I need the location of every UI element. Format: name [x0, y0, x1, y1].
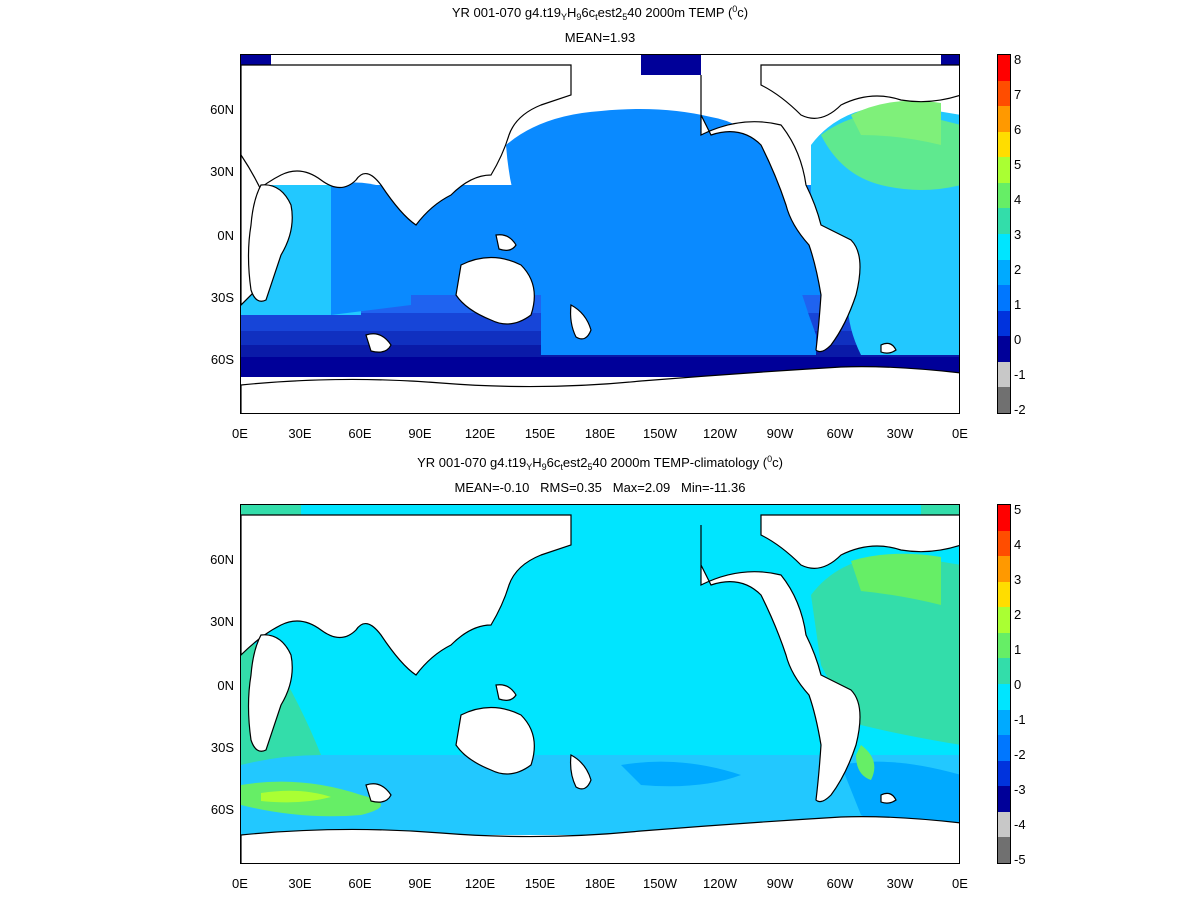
- y-tick: 0N: [217, 678, 234, 693]
- colorbar-segment: [998, 530, 1010, 557]
- colorbar-segment: [998, 684, 1010, 710]
- top-map-graphic: [241, 55, 959, 413]
- colorbar-segment: [998, 837, 1010, 864]
- x-tick: 150E: [524, 876, 556, 891]
- bottom-map-graphic: [241, 505, 959, 863]
- x-tick: 90W: [766, 876, 794, 891]
- colorbar-segment: [998, 709, 1010, 736]
- y-tick: 30N: [210, 164, 234, 179]
- colorbar-tick-label: 3: [1014, 572, 1022, 587]
- colorbar-segment: [998, 157, 1010, 184]
- x-tick: 30E: [288, 876, 312, 891]
- x-tick: 150W: [643, 876, 677, 891]
- x-tick: 0E: [952, 426, 968, 441]
- x-tick: 120E: [464, 426, 496, 441]
- colorbar-segment: [998, 811, 1010, 838]
- y-tick: 0N: [217, 228, 234, 243]
- colorbar-segment: [998, 632, 1010, 659]
- colorbar-segment: [998, 581, 1010, 608]
- top-colorbar: [997, 54, 1011, 414]
- colorbar-tick-label: 4: [1014, 537, 1022, 552]
- y-tick: 30S: [210, 290, 234, 305]
- x-tick: 60E: [348, 876, 372, 891]
- colorbar-tick-label: 3: [1014, 227, 1022, 242]
- colorbar-segment: [998, 310, 1010, 337]
- bottom-panel-title: YR 001-070 g4.t19YH96ctest2540 2000m TEM…: [417, 454, 783, 472]
- colorbar-tick-label: 0: [1014, 332, 1022, 347]
- colorbar-tick-label: 5: [1014, 157, 1022, 172]
- top-map: [240, 54, 960, 414]
- colorbar-segment: [998, 182, 1010, 209]
- colorbar-tick-label: 0: [1014, 677, 1022, 692]
- colorbar-tick-label: -5: [1014, 852, 1026, 867]
- colorbar-segment: [998, 658, 1010, 685]
- x-tick: 0E: [232, 876, 248, 891]
- x-tick: 90W: [766, 426, 794, 441]
- colorbar-segment: [998, 55, 1010, 81]
- colorbar-tick-label: -3: [1014, 782, 1026, 797]
- x-tick: 90E: [408, 876, 432, 891]
- x-tick: 150E: [524, 426, 556, 441]
- colorbar-segment: [998, 607, 1010, 634]
- x-tick: 0E: [952, 876, 968, 891]
- colorbar-tick-label: 2: [1014, 607, 1022, 622]
- colorbar-segment: [998, 735, 1010, 762]
- colorbar-tick-label: 6: [1014, 122, 1022, 137]
- colorbar-tick-label: -2: [1014, 747, 1026, 762]
- x-tick: 60W: [826, 876, 854, 891]
- x-tick: 30W: [886, 426, 914, 441]
- bottom-map: [240, 504, 960, 864]
- x-tick: 90E: [408, 426, 432, 441]
- colorbar-tick-label: 2: [1014, 262, 1022, 277]
- colorbar-segment: [998, 259, 1010, 286]
- top-panel-subtitle: MEAN=1.93: [564, 30, 636, 45]
- colorbar-segment: [998, 505, 1010, 531]
- colorbar-segment: [998, 786, 1010, 813]
- x-tick: 120W: [703, 426, 737, 441]
- y-tick: 60S: [210, 802, 234, 817]
- colorbar-tick-label: 7: [1014, 87, 1022, 102]
- x-tick: 180E: [584, 426, 616, 441]
- colorbar-tick-label: 1: [1014, 297, 1022, 312]
- colorbar-tick-label: 4: [1014, 192, 1022, 207]
- colorbar-segment: [998, 131, 1010, 158]
- x-tick: 60W: [826, 426, 854, 441]
- colorbar-tick-label: 1: [1014, 642, 1022, 657]
- colorbar-segment: [998, 336, 1010, 363]
- y-tick: 30S: [210, 740, 234, 755]
- x-tick: 180E: [584, 876, 616, 891]
- colorbar-tick-label: 5: [1014, 502, 1022, 517]
- x-tick: 60E: [348, 426, 372, 441]
- colorbar-segment: [998, 208, 1010, 235]
- x-tick: 30W: [886, 876, 914, 891]
- colorbar-segment: [998, 234, 1010, 260]
- y-tick: 60N: [210, 102, 234, 117]
- x-tick: 120E: [464, 876, 496, 891]
- x-tick: 0E: [232, 426, 248, 441]
- colorbar-segment: [998, 556, 1010, 583]
- colorbar-tick-label: 8: [1014, 52, 1022, 67]
- colorbar-segment: [998, 361, 1010, 388]
- y-tick: 60S: [210, 352, 234, 367]
- x-tick: 150W: [643, 426, 677, 441]
- top-panel-title: YR 001-070 g4.t19YH96ctest2540 2000m TEM…: [451, 4, 749, 22]
- x-tick: 30E: [288, 426, 312, 441]
- colorbar-segment: [998, 80, 1010, 107]
- y-tick: 30N: [210, 614, 234, 629]
- colorbar-segment: [998, 106, 1010, 133]
- bottom-colorbar: [997, 504, 1011, 864]
- colorbar-tick-label: -1: [1014, 367, 1026, 382]
- colorbar-segment: [998, 285, 1010, 312]
- y-tick: 60N: [210, 552, 234, 567]
- colorbar-segment: [998, 387, 1010, 414]
- x-tick: 120W: [703, 876, 737, 891]
- colorbar-tick-label: -4: [1014, 817, 1026, 832]
- colorbar-tick-label: -2: [1014, 402, 1026, 417]
- colorbar-segment: [998, 760, 1010, 787]
- bottom-panel-subtitle: MEAN=-0.10 RMS=0.35 Max=2.09 Min=-11.36: [454, 480, 746, 495]
- colorbar-tick-label: -1: [1014, 712, 1026, 727]
